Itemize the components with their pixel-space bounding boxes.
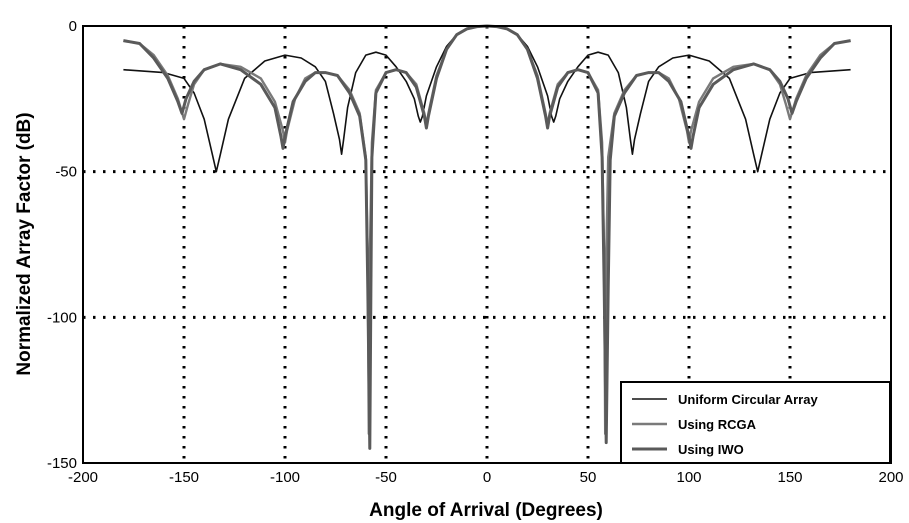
x-tick-label: -50 <box>375 469 397 486</box>
x-tick-label: 200 <box>878 469 903 486</box>
y-tick-label: -50 <box>55 164 77 181</box>
y-tick-label: 0 <box>69 18 77 35</box>
legend: Uniform Circular Array Using RCGA Using … <box>620 381 891 464</box>
y-tick-label: -150 <box>47 455 77 472</box>
legend-label-iwo: Using IWO <box>678 442 744 457</box>
legend-label-uniform: Uniform Circular Array <box>678 392 818 407</box>
legend-label-rcga: Using RCGA <box>678 417 757 432</box>
x-tick-label: -100 <box>270 469 300 486</box>
y-tick-label: -100 <box>47 309 77 326</box>
y-tick-labels: 0 -50 -100 -150 <box>47 18 77 472</box>
plot-frame <box>82 25 892 464</box>
x-tick-label: 50 <box>580 469 597 486</box>
x-tick-label: 0 <box>483 469 491 486</box>
y-axis-label: Normalized Array Factor (dB) <box>14 112 35 375</box>
x-tick-label: 150 <box>777 469 802 486</box>
x-tick-label: 100 <box>676 469 701 486</box>
x-tick-label: -150 <box>169 469 199 486</box>
x-tick-labels: -200 -150 -100 -50 0 50 100 150 200 <box>68 469 904 486</box>
x-axis-label: Angle of Arrival (Degrees) <box>369 500 603 521</box>
x-tick-label: -200 <box>68 469 98 486</box>
